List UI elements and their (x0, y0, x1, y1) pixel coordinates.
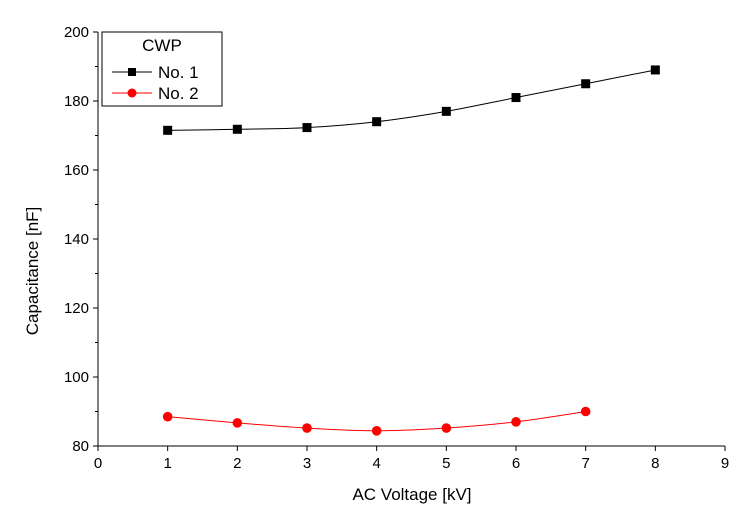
legend-marker-no2 (127, 88, 137, 98)
series-1 (163, 65, 660, 135)
data-point (441, 106, 451, 116)
data-point (371, 426, 382, 436)
data-point (302, 423, 312, 433)
x-tick-label: 2 (233, 455, 241, 472)
y-tick-label: 80 (72, 438, 89, 455)
data-point (650, 65, 660, 75)
data-point (441, 423, 452, 433)
x-axis-title: AC Voltage [kV] (352, 485, 471, 504)
data-point (372, 117, 382, 127)
data-point (163, 125, 173, 135)
series-line (167, 69, 656, 131)
x-tick-label: 5 (442, 455, 450, 472)
data-point (302, 123, 312, 133)
chart-series (162, 65, 660, 436)
y-tick-label: 140 (64, 231, 89, 248)
data-point (511, 417, 521, 427)
legend-title: CWP (142, 36, 182, 55)
y-tick-label: 100 (64, 369, 89, 386)
x-tick-label: 8 (651, 455, 659, 472)
y-tick-label: 180 (64, 93, 89, 110)
legend-label-no1: No. 1 (158, 63, 199, 82)
data-point (511, 93, 521, 103)
x-tick-label: 9 (721, 455, 729, 472)
x-tick-label: 6 (512, 455, 520, 472)
x-tick-label: 0 (94, 455, 102, 472)
data-point (162, 411, 173, 422)
data-point (232, 418, 243, 428)
y-tick-label: 120 (64, 300, 89, 317)
data-point (580, 406, 591, 417)
x-tick-label: 4 (372, 455, 380, 472)
x-tick-label: 7 (581, 455, 589, 472)
x-tick-label: 1 (163, 455, 171, 472)
legend-frame (101, 31, 223, 107)
data-point (232, 124, 242, 134)
legend-label-no2: No. 2 (158, 84, 199, 103)
y-tick-label: 160 (64, 162, 89, 179)
y-axis-title: Capacitance [nF] (23, 207, 42, 336)
chart-ticks: 0 1 2 3 4 5 6 7 8 9 80 100 120 140 160 180 200 (64, 24, 729, 472)
x-tick-label: 3 (303, 455, 311, 472)
y-tick-label: 200 (64, 24, 89, 41)
series-2 (162, 406, 591, 436)
legend-marker-no1 (128, 68, 136, 76)
legend: CWP No. 1 No. 2 (101, 31, 223, 107)
data-point (581, 79, 591, 89)
